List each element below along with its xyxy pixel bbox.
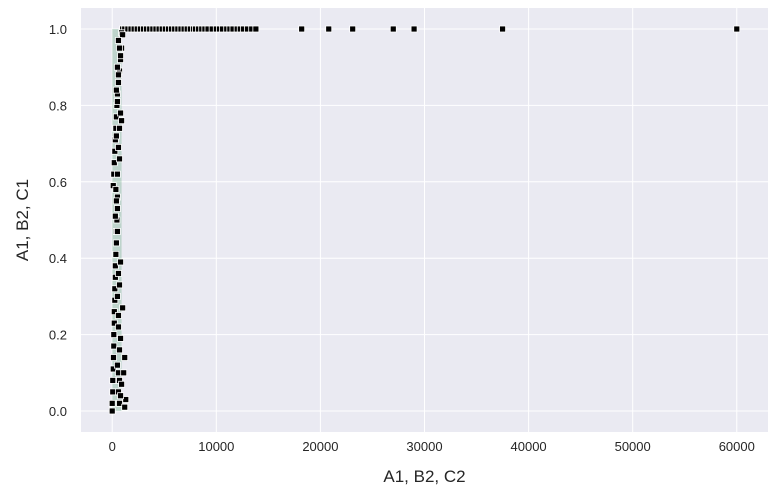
data-point	[114, 170, 121, 178]
y-tick-label: 0.4	[49, 251, 67, 266]
data-point	[114, 205, 121, 212]
data-point	[115, 37, 122, 44]
data-point	[112, 239, 120, 247]
data-point	[109, 388, 117, 396]
data-point	[121, 354, 129, 361]
data-point	[118, 380, 125, 388]
data-point	[110, 342, 118, 350]
data-point	[112, 197, 120, 205]
x-tick-label: 30000	[406, 439, 442, 454]
data-point	[499, 25, 506, 33]
x-tick-labels: 0 10000 20000 30000 40000 50000 60000	[109, 439, 755, 454]
y-tick-label: 1.0	[49, 22, 67, 37]
data-point	[110, 331, 118, 338]
data-point	[119, 31, 127, 39]
data-point	[116, 281, 123, 289]
data-point	[112, 250, 120, 258]
data-point	[117, 109, 124, 117]
y-tick-label: 0.8	[49, 98, 67, 113]
data-point	[325, 25, 333, 33]
y-tick-label: 0.2	[49, 328, 67, 343]
data-point	[108, 399, 116, 407]
x-tick-label: 10000	[198, 439, 234, 454]
data-point	[115, 71, 122, 79]
y-axis-label: A1, B2, C1	[13, 179, 32, 261]
data-point	[110, 308, 118, 316]
data-point	[121, 403, 129, 411]
data-point	[349, 25, 357, 33]
data-point	[122, 396, 130, 403]
data-point	[114, 63, 121, 71]
data-point	[111, 262, 119, 270]
data-points	[108, 25, 741, 415]
data-point	[111, 147, 119, 155]
x-axis-label: A1, B2, C2	[383, 467, 465, 486]
data-point	[112, 113, 120, 121]
data-point	[109, 365, 117, 373]
data-point	[109, 377, 117, 384]
x-tick-label: 50000	[615, 439, 651, 454]
data-point	[114, 361, 121, 369]
data-point	[116, 124, 123, 132]
data-point	[298, 25, 306, 33]
y-tick-label: 0.0	[49, 404, 67, 419]
data-point	[115, 79, 122, 86]
data-point	[115, 323, 122, 331]
data-point	[117, 258, 124, 266]
data-point	[119, 304, 127, 312]
x-tick-label: 40000	[511, 439, 547, 454]
data-point	[108, 407, 116, 415]
y-tick-labels: 0.0 0.2 0.4 0.6 0.8 1.0	[49, 22, 67, 419]
data-point	[110, 159, 118, 167]
data-point	[114, 98, 121, 105]
data-point	[112, 132, 120, 140]
data-point	[110, 354, 117, 361]
data-point	[389, 25, 397, 33]
data-point	[252, 25, 260, 33]
data-point	[111, 212, 119, 220]
data-point	[410, 25, 418, 33]
data-point	[114, 292, 121, 300]
data-point	[112, 186, 120, 193]
data-point	[115, 270, 122, 277]
data-point	[117, 335, 124, 342]
data-point	[110, 319, 118, 327]
y-tick-label: 0.6	[49, 175, 67, 190]
data-point	[117, 52, 124, 60]
x-tick-label: 20000	[302, 439, 338, 454]
data-point	[116, 346, 123, 354]
data-point	[120, 369, 128, 377]
data-point	[114, 228, 121, 235]
data-point	[117, 392, 124, 400]
x-tick-label: 0	[109, 439, 116, 454]
data-point	[116, 399, 123, 407]
data-point	[115, 144, 122, 151]
data-point	[112, 86, 120, 94]
x-tick-label: 60000	[719, 439, 755, 454]
data-point	[116, 155, 123, 163]
data-point	[118, 117, 125, 125]
data-point	[733, 25, 741, 33]
data-point	[115, 312, 122, 319]
data-point	[111, 285, 119, 293]
data-point	[116, 44, 123, 52]
